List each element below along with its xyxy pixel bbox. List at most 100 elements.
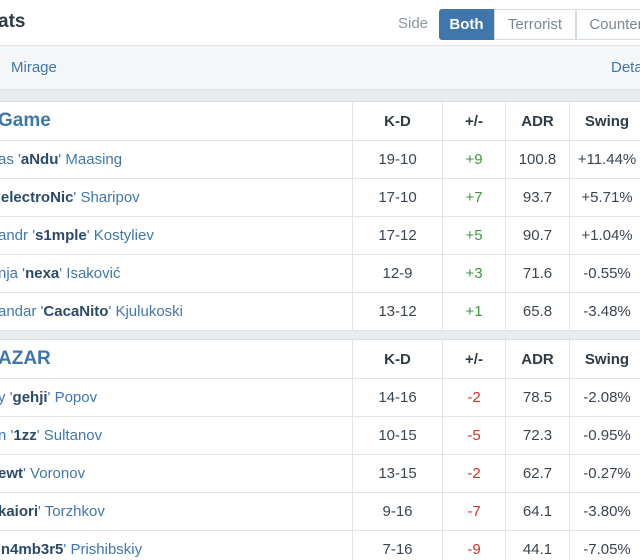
column-header-adr: ADR	[505, 340, 569, 378]
player-name-link[interactable]: andr ' s1mple ' Kostyliev	[0, 217, 154, 254]
plus-minus-cell: -2	[442, 455, 505, 492]
column-header-adr: ADR	[505, 102, 569, 140]
plus-minus-cell: +9	[442, 141, 505, 178]
player-name-link[interactable]: 'electroNic' Sharipov	[0, 179, 140, 216]
kd-cell: 13-12	[352, 293, 442, 330]
player-last-name: ' Popov	[47, 389, 98, 406]
side-label: Side	[398, 15, 429, 32]
table-row: andar ' CacaNito ' Kjulukoski 13-12 +1 65.8 -3…	[0, 293, 640, 331]
table-row: 'electroNic' Sharipov 17-10+793.7+5.71%	[0, 179, 640, 217]
plus-minus-cell: +7	[442, 179, 505, 216]
player-nickname: 1zz	[13, 427, 37, 444]
side-both-button[interactable]: Both	[439, 9, 494, 40]
player-last-name: ' Torzhkov	[38, 503, 105, 520]
swing-cell: -3.48%	[569, 293, 640, 330]
team-table: Game K-D +/- ADR Swing as ' aNdu ' Maasing 19-10…	[0, 101, 640, 331]
player-nickname: aNdu	[20, 151, 59, 168]
swing-cell: +11.44%	[569, 141, 640, 178]
player-last-name: ' Kostyliev	[86, 227, 154, 244]
kd-cell: 12-9	[352, 255, 442, 292]
swing-cell: -2.08%	[569, 379, 640, 416]
team-table: AZAR K-D +/- ADR Swing y ' gehji ' Popov 14-16 -2…	[0, 339, 640, 560]
column-header-swing: Swing	[569, 340, 640, 378]
details-link[interactable]: Deta	[611, 59, 640, 76]
plus-minus-cell: +5	[442, 217, 505, 254]
player-last-name: ' Voronov	[23, 465, 86, 482]
player-first-name: andar '	[0, 303, 44, 320]
swing-cell: -3.80%	[569, 493, 640, 530]
table-row: y ' gehji ' Popov 14-16 -2 78.5 -2.08%	[0, 379, 640, 417]
kd-cell: 14-16	[352, 379, 442, 416]
kd-cell: 19-10	[352, 141, 442, 178]
player-nickname: gehji	[12, 389, 48, 406]
map-bar: Mirage Deta	[0, 46, 640, 90]
player-last-name: ' Sharipov	[73, 189, 140, 206]
swing-cell: -0.27%	[569, 455, 640, 492]
table-row: n ' 1zz ' Sultanov 10-15 -5 72.3 -0.95%	[0, 417, 640, 455]
swing-cell: +1.04%	[569, 217, 640, 254]
table-row: nja ' nexa ' Isaković 12-9 +3 71.6 -0.55%	[0, 255, 640, 293]
player-nickname: s1mple	[35, 227, 87, 244]
table-row: andr ' s1mple ' Kostyliev 17-12 +5 90.7 +1.04%	[0, 217, 640, 255]
plus-minus-cell: -5	[442, 417, 505, 454]
column-header-plus-minus: +/-	[442, 340, 505, 378]
player-name-link[interactable]: ewt ' Voronov	[0, 455, 85, 492]
player-first-name: '	[0, 189, 1, 206]
adr-cell: 71.6	[505, 255, 569, 292]
player-last-name: ' Kjulukoski	[108, 303, 183, 320]
player-last-name: ' Sultanov	[36, 427, 103, 444]
player-name-link[interactable]: y ' gehji ' Popov	[0, 379, 97, 416]
player-first-name: nja '	[0, 265, 26, 282]
map-link[interactable]: Mirage	[11, 59, 57, 76]
plus-minus-cell: -7	[442, 493, 505, 530]
plus-minus-cell: -9	[442, 531, 505, 560]
player-nickname: CacaNito	[43, 303, 109, 320]
player-name-link[interactable]: n ' 1zz ' Sultanov	[0, 417, 102, 454]
adr-cell: 72.3	[505, 417, 569, 454]
kd-cell: 10-15	[352, 417, 442, 454]
player-name-link[interactable]: andar ' CacaNito ' Kjulukoski	[0, 293, 183, 330]
player-name-link[interactable]: 'n4mb3r5' Prishibskiy	[0, 531, 142, 560]
table-header-row: AZAR K-D +/- ADR Swing	[0, 340, 640, 379]
player-name-link[interactable]: kaiori ' Torzhkov	[0, 493, 105, 530]
player-nickname: nexa	[25, 265, 60, 282]
team-name[interactable]: Game	[0, 110, 51, 131]
side-counter-terrorist-button[interactable]: Counter	[576, 9, 640, 40]
player-first-name: andr '	[0, 227, 36, 244]
player-nickname: electroNic	[0, 189, 74, 206]
column-header-kd: K-D	[352, 340, 442, 378]
stats-title: ats	[0, 11, 26, 32]
table-row: 'n4mb3r5' Prishibskiy 7-16-944.1-7.05%	[0, 531, 640, 560]
player-last-name: ' Isaković	[59, 265, 121, 282]
adr-cell: 62.7	[505, 455, 569, 492]
kd-cell: 7-16	[352, 531, 442, 560]
side-terrorist-button[interactable]: Terrorist	[494, 9, 576, 40]
adr-cell: 90.7	[505, 217, 569, 254]
swing-cell: -0.55%	[569, 255, 640, 292]
table-row: as ' aNdu ' Maasing 19-10 +9 100.8 +11.44%	[0, 141, 640, 179]
player-first-name: n '	[0, 427, 14, 444]
adr-cell: 44.1	[505, 531, 569, 560]
player-last-name: ' Prishibskiy	[63, 541, 143, 558]
player-last-name: ' Maasing	[58, 151, 123, 168]
table-row: kaiori ' Torzhkov 9-16 -7 64.1 -3.80%	[0, 493, 640, 531]
team-name[interactable]: AZAR	[0, 348, 51, 369]
player-name-link[interactable]: nja ' nexa ' Isaković	[0, 255, 120, 292]
plus-minus-cell: -2	[442, 379, 505, 416]
column-header-swing: Swing	[569, 102, 640, 140]
player-first-name: as '	[0, 151, 21, 168]
player-first-name: '	[0, 541, 1, 558]
column-header-plus-minus: +/-	[442, 102, 505, 140]
plus-minus-cell: +1	[442, 293, 505, 330]
player-name-link[interactable]: as ' aNdu ' Maasing	[0, 141, 122, 178]
plus-minus-cell: +3	[442, 255, 505, 292]
swing-cell: -7.05%	[569, 531, 640, 560]
swing-cell: -0.95%	[569, 417, 640, 454]
adr-cell: 78.5	[505, 379, 569, 416]
adr-cell: 100.8	[505, 141, 569, 178]
player-first-name: y '	[0, 389, 13, 406]
player-nickname: kaiori	[0, 503, 39, 520]
column-header-kd: K-D	[352, 102, 442, 140]
adr-cell: 93.7	[505, 179, 569, 216]
